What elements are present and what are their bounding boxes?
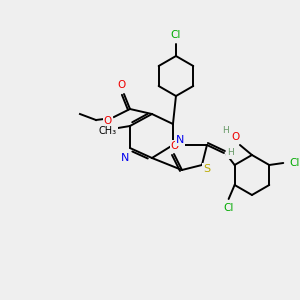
Text: CH₃: CH₃: [99, 126, 117, 136]
Text: H: H: [228, 148, 234, 158]
Text: Cl: Cl: [171, 30, 181, 40]
Text: Cl: Cl: [289, 158, 299, 168]
Text: S: S: [203, 164, 211, 174]
Text: O: O: [232, 132, 240, 142]
Text: N: N: [176, 135, 184, 145]
Text: H: H: [223, 125, 229, 134]
Text: Cl: Cl: [224, 203, 234, 213]
Text: O: O: [104, 116, 112, 126]
Text: O: O: [118, 80, 126, 90]
Text: N: N: [121, 153, 129, 163]
Text: O: O: [171, 141, 179, 151]
